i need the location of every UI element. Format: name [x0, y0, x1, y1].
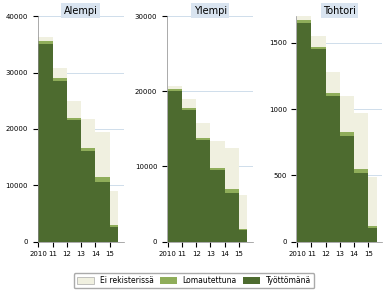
Title: Alempi: Alempi [64, 6, 98, 15]
Title: Ylempi: Ylempi [194, 6, 227, 15]
Legend: Ei rekisterissä, Lomautettuna, Työttömänä: Ei rekisterissä, Lomautettuna, Työttömän… [74, 273, 314, 288]
Title: Tohtori: Tohtori [323, 6, 356, 15]
